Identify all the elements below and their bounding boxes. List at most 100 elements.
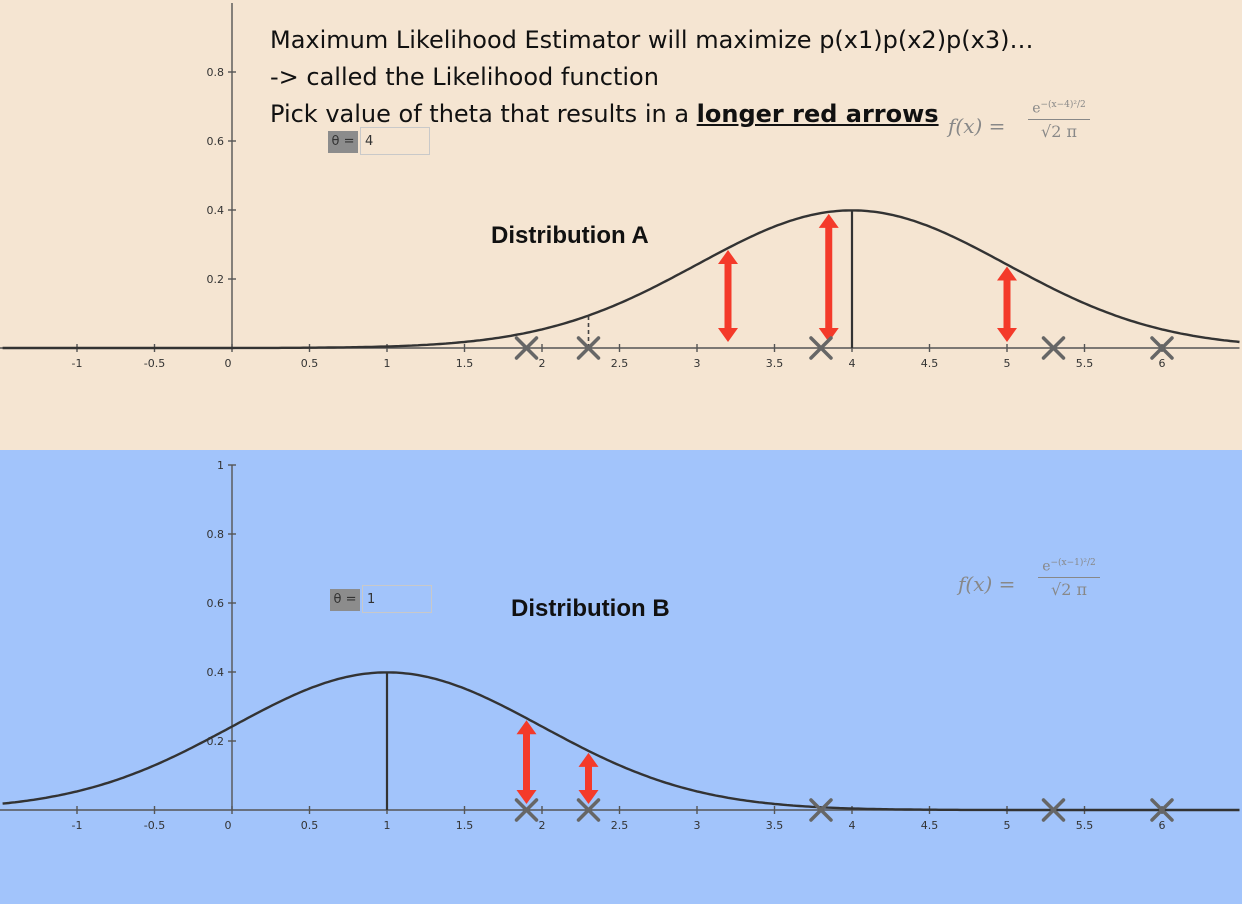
- x-tick-label: 4: [849, 819, 856, 832]
- sample-stroke: [576, 336, 601, 360]
- sample-point: [1150, 798, 1174, 822]
- formula-fraction-b: e−(x−1)²/2 √2 π: [1038, 558, 1100, 599]
- explanation-note: Maximum Likelihood Estimator will maximi…: [270, 22, 1034, 133]
- arrow-head-up: [718, 250, 738, 265]
- theta-label-a: θ =: [328, 131, 358, 153]
- sample-point: [809, 336, 833, 360]
- sample-stroke: [1150, 798, 1174, 822]
- sample-point: [514, 798, 539, 822]
- x-tick-label: 0.5: [301, 357, 319, 370]
- x-tick-label: 2: [539, 819, 546, 832]
- x-tick-label: -1: [72, 357, 83, 370]
- x-tick-label: 5: [1004, 357, 1011, 370]
- formula-base-b: e: [1042, 558, 1051, 575]
- note-line-3: Pick value of theta that results in a lo…: [270, 96, 1034, 133]
- sample-point: [1041, 336, 1066, 360]
- theta-label-b: θ =: [330, 589, 360, 611]
- distribution-b-plot: -1 -0.5 0 0.5 1 1.5 2 2.5 3 3.5 4 4.5 5 5.5 6 0.2 0.4 0.6…: [0, 459, 1240, 832]
- arrow-head-up: [516, 720, 537, 735]
- note-line-3-prefix: Pick value of theta that results in a: [270, 100, 697, 128]
- distribution-a-plot: -1 -0.5 0 0.5 1 1.5 2 2.5 3 3.5 4 4.5 5 5.5 6 0.2 0.4 0.6…: [0, 3, 1240, 370]
- sample-point: [576, 798, 601, 822]
- theta-input-b[interactable]: 1: [362, 585, 432, 613]
- x-tick-label: 3: [694, 819, 701, 832]
- sample-stroke: [514, 336, 539, 360]
- arrow-head-down: [516, 790, 537, 804]
- arrow-head-up: [818, 213, 839, 228]
- formula-fraction-a: e−(x−4)²/2 √2 π: [1028, 100, 1090, 141]
- caption-distribution-a: Distribution A: [491, 222, 649, 249]
- y-tick-label: 0.2: [207, 735, 225, 748]
- x-tick-label: 1.5: [456, 357, 474, 370]
- likelihood-arrow: [718, 250, 738, 342]
- sample-stroke: [514, 798, 539, 822]
- sample-stroke: [809, 336, 833, 360]
- sample-point: [1150, 336, 1174, 360]
- arrow-head-down: [997, 328, 1017, 342]
- sample-point: [809, 798, 833, 822]
- arrow-head-up: [578, 752, 599, 767]
- sample-stroke: [1150, 336, 1174, 360]
- x-tick-label: -1: [72, 819, 83, 832]
- formula-denominator-a: √2 π: [1041, 121, 1077, 141]
- x-tick-label: 3: [694, 357, 701, 370]
- x-tick-label: 0: [225, 357, 232, 370]
- y-tick-label: 1: [217, 459, 224, 472]
- formula-numerator-b: e−(x−1)²/2: [1038, 558, 1100, 578]
- sample-point: [514, 336, 539, 360]
- x-tick-label: 4.5: [921, 819, 939, 832]
- sample-point: [1041, 798, 1066, 822]
- x-tick-label: -0.5: [144, 819, 165, 832]
- sample-point: [576, 336, 601, 360]
- formula-denominator-b: √2 π: [1051, 579, 1087, 599]
- sample-stroke: [809, 798, 833, 822]
- formula-b: f(x) = e−(x−1)²/2 √2 π: [958, 558, 1108, 620]
- formula-a: f(x) = e−(x−4)²/2 √2 π: [948, 100, 1098, 162]
- sample-stroke: [1041, 336, 1066, 360]
- note-line-3-emphasis: longer red arrows: [696, 100, 939, 128]
- x-tick-label: 2.5: [611, 357, 629, 370]
- x-tick-label: 5.5: [1076, 357, 1094, 370]
- formula-numerator-a: e−(x−4)²/2: [1028, 100, 1090, 120]
- density-curve: [2, 209, 1240, 350]
- x-tick-label: 3.5: [766, 357, 784, 370]
- y-tick-label: 0.4: [207, 666, 225, 679]
- arrow-head-up: [997, 266, 1017, 281]
- y-tick-label: 0.2: [207, 273, 225, 286]
- sample-stroke: [1041, 798, 1066, 822]
- x-tick-label: 2.5: [611, 819, 629, 832]
- sample-stroke: [576, 798, 601, 822]
- formula-base-a: e: [1032, 100, 1041, 117]
- x-tick-label: 1: [384, 819, 391, 832]
- x-tick-label: 0.5: [301, 819, 319, 832]
- theta-input-a[interactable]: 4: [360, 127, 430, 155]
- distribution-b-panel: -1 -0.5 0 0.5 1 1.5 2 2.5 3 3.5 4 4.5 5 5.5 6 0.2 0.4 0.6…: [0, 450, 1242, 904]
- note-line-1: Maximum Likelihood Estimator will maximi…: [270, 26, 1034, 54]
- y-tick-label: 0.8: [207, 66, 225, 79]
- likelihood-arrow: [516, 720, 537, 804]
- likelihood-arrow: [997, 266, 1017, 342]
- y-tick-label: 0.4: [207, 204, 225, 217]
- distribution-a-panel: -1 -0.5 0 0.5 1 1.5 2 2.5 3 3.5 4 4.5 5 5.5 6 0.2 0.4 0.6…: [0, 0, 1242, 450]
- arrow-head-down: [718, 328, 738, 342]
- likelihood-arrow: [818, 213, 839, 342]
- x-tick-label: 0: [225, 819, 232, 832]
- arrow-head-down: [818, 328, 839, 342]
- formula-fx-b: f(x) =: [958, 572, 1016, 596]
- formula-exp-b: −(x−1)²/2: [1050, 558, 1096, 568]
- arrow-head-down: [578, 790, 599, 804]
- x-tick-label: 1.5: [456, 819, 474, 832]
- y-tick-label: 0.8: [207, 528, 225, 541]
- density-curve: [2, 671, 1240, 812]
- x-tick-label: 4.5: [921, 357, 939, 370]
- formula-exp-a: −(x−4)²/2: [1040, 100, 1086, 110]
- note-line-2: -> called the Likelihood function: [270, 63, 659, 91]
- x-tick-label: 2: [539, 357, 546, 370]
- x-tick-label: 6: [1159, 819, 1166, 832]
- x-tick-label: 1: [384, 357, 391, 370]
- y-tick-label: 0.6: [207, 597, 225, 610]
- x-tick-label: 6: [1159, 357, 1166, 370]
- x-tick-label: 5: [1004, 819, 1011, 832]
- x-tick-label: 5.5: [1076, 819, 1094, 832]
- x-tick-label: -0.5: [144, 357, 165, 370]
